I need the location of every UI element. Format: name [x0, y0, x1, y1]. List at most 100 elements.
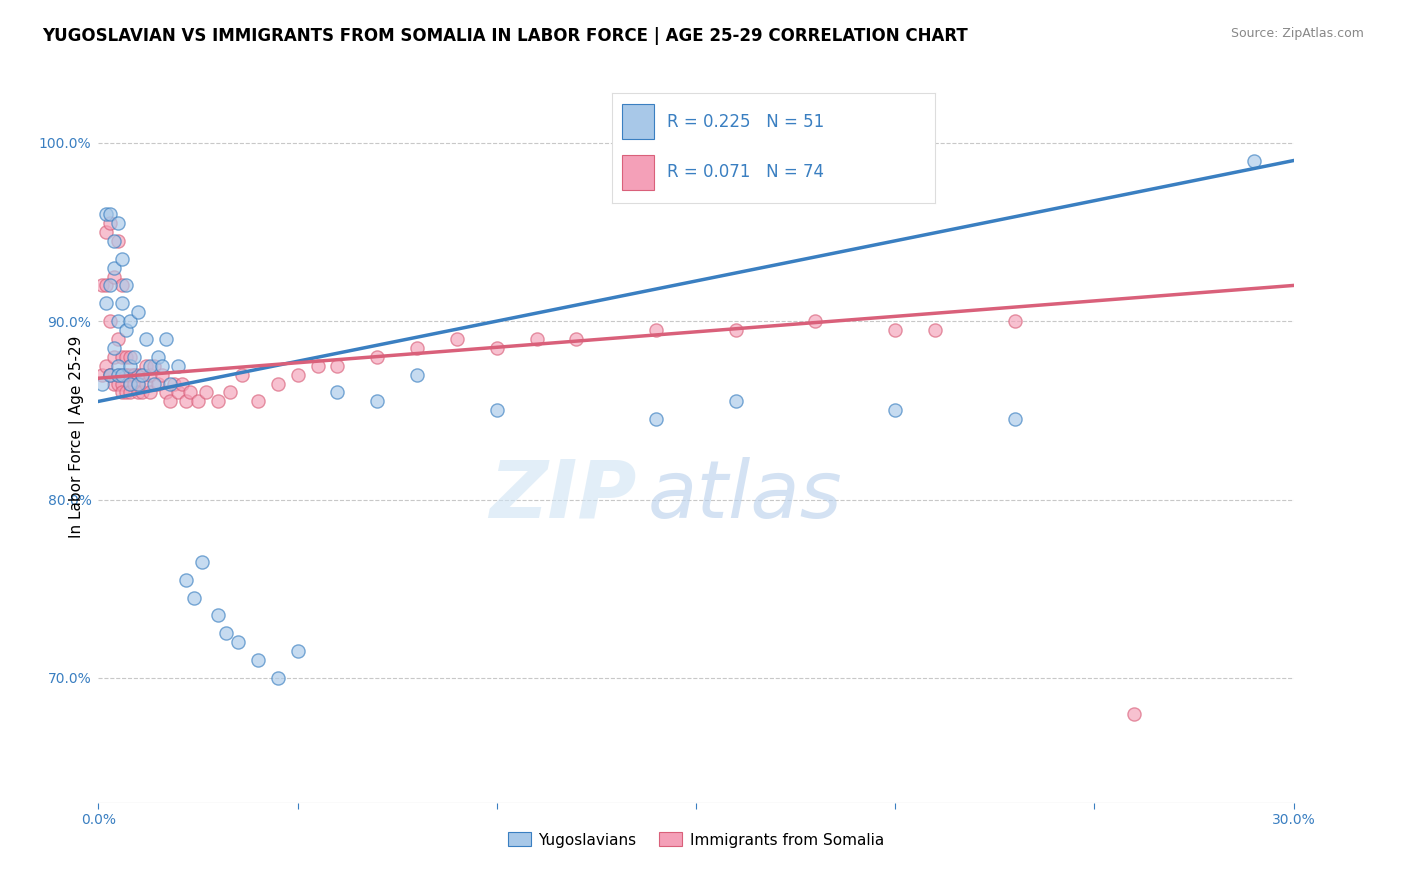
- Point: [366, 394, 388, 409]
- Point: [406, 341, 429, 355]
- Point: [267, 671, 290, 685]
- Point: [724, 394, 747, 409]
- Point: [174, 573, 197, 587]
- Point: [127, 305, 149, 319]
- Point: [135, 359, 157, 373]
- Point: [115, 350, 138, 364]
- Point: [120, 359, 142, 373]
- Legend: Yugoslavians, Immigrants from Somalia: Yugoslavians, Immigrants from Somalia: [502, 826, 890, 854]
- Point: [127, 385, 149, 400]
- Point: [91, 376, 114, 391]
- Point: [267, 376, 290, 391]
- Point: [172, 376, 194, 391]
- Point: [143, 376, 166, 391]
- Point: [406, 368, 429, 382]
- Point: [187, 394, 209, 409]
- Point: [135, 332, 157, 346]
- Point: [287, 644, 309, 658]
- Point: [107, 332, 129, 346]
- Point: [287, 368, 309, 382]
- Point: [724, 323, 747, 337]
- Point: [124, 368, 146, 382]
- Point: [159, 376, 181, 391]
- Point: [565, 332, 588, 346]
- Point: [231, 368, 253, 382]
- Point: [246, 394, 269, 409]
- Point: [120, 350, 142, 364]
- Point: [98, 368, 122, 382]
- Point: [215, 626, 238, 640]
- Point: [103, 376, 125, 391]
- Point: [139, 385, 162, 400]
- Point: [98, 207, 122, 221]
- Point: [135, 376, 157, 391]
- Text: atlas: atlas: [648, 457, 844, 534]
- Point: [127, 368, 149, 382]
- Point: [98, 368, 122, 382]
- Point: [111, 385, 134, 400]
- Point: [115, 368, 138, 382]
- Point: [226, 635, 249, 649]
- Point: [326, 385, 349, 400]
- Point: [98, 278, 122, 293]
- Point: [91, 278, 114, 293]
- Point: [124, 368, 146, 382]
- Point: [485, 403, 508, 417]
- Point: [111, 368, 134, 382]
- Point: [103, 234, 125, 248]
- Point: [163, 376, 186, 391]
- Point: [131, 368, 153, 382]
- Point: [1123, 706, 1146, 721]
- Point: [526, 332, 548, 346]
- Point: [111, 278, 134, 293]
- Point: [103, 341, 125, 355]
- Point: [179, 385, 201, 400]
- Point: [191, 555, 214, 569]
- Point: [115, 385, 138, 400]
- Text: ZIP: ZIP: [489, 457, 637, 534]
- Point: [115, 323, 138, 337]
- Point: [924, 323, 946, 337]
- Point: [127, 376, 149, 391]
- Point: [124, 376, 146, 391]
- Point: [307, 359, 329, 373]
- Point: [98, 368, 122, 382]
- Point: [96, 207, 118, 221]
- Point: [219, 385, 242, 400]
- Point: [645, 323, 668, 337]
- Point: [143, 359, 166, 373]
- Point: [139, 368, 162, 382]
- Point: [107, 234, 129, 248]
- Point: [111, 350, 134, 364]
- Point: [884, 323, 907, 337]
- Text: YUGOSLAVIAN VS IMMIGRANTS FROM SOMALIA IN LABOR FORCE | AGE 25-29 CORRELATION CH: YUGOSLAVIAN VS IMMIGRANTS FROM SOMALIA I…: [42, 27, 967, 45]
- Point: [98, 314, 122, 328]
- Point: [107, 376, 129, 391]
- Point: [103, 350, 125, 364]
- Point: [120, 368, 142, 382]
- Point: [195, 385, 218, 400]
- Point: [96, 225, 118, 239]
- Point: [485, 341, 508, 355]
- Point: [884, 403, 907, 417]
- Point: [148, 376, 170, 391]
- Point: [207, 394, 229, 409]
- Point: [120, 385, 142, 400]
- Point: [155, 332, 177, 346]
- Point: [111, 376, 134, 391]
- Point: [120, 376, 142, 391]
- Point: [107, 314, 129, 328]
- Point: [103, 260, 125, 275]
- Point: [207, 608, 229, 623]
- Point: [446, 332, 468, 346]
- Point: [107, 216, 129, 230]
- Point: [115, 368, 138, 382]
- Point: [111, 368, 134, 382]
- Point: [167, 385, 190, 400]
- Point: [96, 359, 118, 373]
- Point: [148, 350, 170, 364]
- Point: [150, 368, 173, 382]
- Point: [1243, 153, 1265, 168]
- Point: [366, 350, 388, 364]
- Point: [804, 314, 827, 328]
